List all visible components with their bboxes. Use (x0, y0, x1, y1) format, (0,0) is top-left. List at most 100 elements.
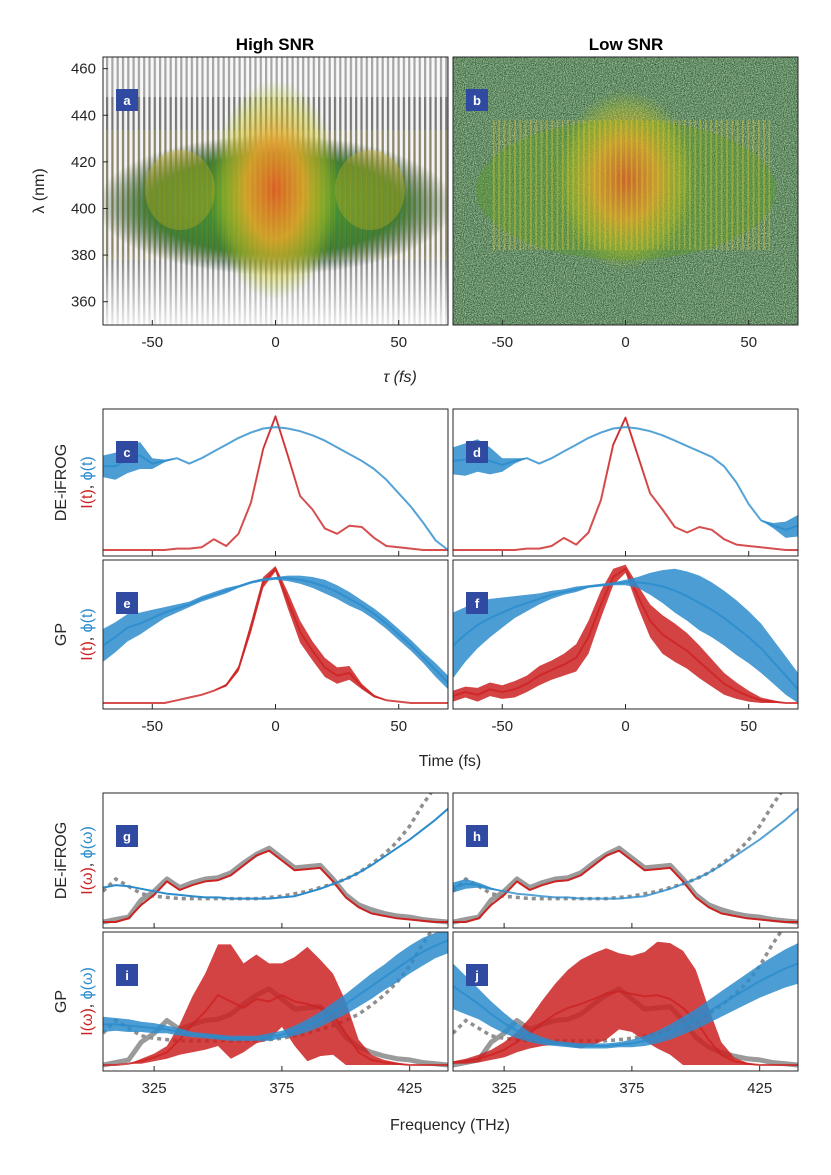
heat-yticklabel-1: 380 (71, 247, 96, 264)
band-j-0 (453, 941, 798, 1065)
frame-i (102, 931, 449, 1072)
panel-j (453, 932, 798, 1068)
ylabel-blue-freq-1: ϕ(ω) (79, 967, 96, 999)
measured-phase-g (103, 793, 433, 901)
x-f-ticklabel-1: 0 (621, 718, 629, 735)
x-e-ticklabel-0: -50 (141, 718, 163, 735)
series-e-1 (103, 577, 448, 684)
badge-b-letter: b (473, 93, 481, 108)
frame-g (102, 792, 449, 929)
panel-f (453, 564, 798, 704)
rowlabel-freq-0: DE-iFROG (53, 822, 70, 899)
xlabel-time: Time (fs) (419, 753, 482, 770)
rowlabel-time-0: DE-iFROG (53, 444, 70, 521)
heat-xlabel: τ (fs) (383, 369, 417, 386)
panel-d (453, 416, 798, 551)
panel-d-plot (453, 416, 798, 551)
badge-e-letter: e (123, 596, 130, 611)
ylabel-sep-time-0: , (79, 480, 96, 489)
badge-i-letter: i (125, 968, 129, 983)
ylabel-sep-freq-1: , (79, 999, 96, 1008)
panel-e-plot (103, 566, 448, 704)
band-c-0 (103, 415, 448, 550)
band-d-1 (453, 427, 798, 538)
series-c-0 (103, 415, 448, 551)
x-e-ticklabel-1: 0 (271, 718, 279, 735)
badge-i-bg (116, 964, 138, 986)
heat-ylabel: λ (nm) (31, 168, 48, 213)
heat-a-x-ticklabel-2: 50 (390, 334, 407, 351)
ylabel-red-time-1: I(t) (79, 641, 96, 661)
panel-c-plot (103, 415, 448, 551)
frame-d (452, 408, 799, 557)
series-g-0 (103, 849, 448, 923)
series-i-1 (103, 939, 448, 1040)
ylabel-red-time-0: I(t) (79, 489, 96, 509)
ylabel-freq-0: I(ω), ϕ(ω) (79, 826, 96, 895)
series-f-1 (453, 581, 798, 690)
series-j-0 (453, 990, 798, 1066)
panel-i-plot (103, 932, 448, 1068)
badge-d-bg (466, 441, 488, 463)
series-h-0 (453, 849, 798, 923)
badge-a-letter: a (123, 93, 131, 108)
x-j-ticklabel-2: 425 (747, 1080, 772, 1097)
band-d-0 (453, 416, 798, 550)
ylabel-red-freq-0: I(ω) (79, 867, 96, 895)
heat-b-x-ticklabel-0: -50 (491, 334, 513, 351)
badge-g-bg (116, 825, 138, 847)
badge-f-letter: f (475, 596, 480, 611)
x-f-ticklabel-2: 50 (740, 718, 757, 735)
panel-f-plot (453, 564, 798, 704)
ylabel-sep-time-1: , (79, 632, 96, 641)
badge-e-bg (116, 592, 138, 614)
x-i-ticklabel-0: 325 (142, 1080, 167, 1097)
heat-yticklabel-0: 360 (71, 294, 96, 311)
badge-a-bg (116, 89, 138, 111)
ylabel-blue-freq-0: ϕ(ω) (79, 826, 96, 858)
x-i-ticklabel-1: 375 (269, 1080, 294, 1097)
heat-b-x-ticklabel-2: 50 (740, 334, 757, 351)
panel-h-plot (453, 793, 798, 925)
badge-h-letter: h (473, 829, 481, 844)
panel-g (103, 793, 448, 925)
ylabel-red-freq-1: I(ω) (79, 1008, 96, 1036)
series-e-0 (103, 567, 448, 704)
series-i-0 (103, 994, 448, 1066)
heat-yticklabel-4: 440 (71, 107, 96, 124)
band-f-1 (453, 568, 798, 703)
badge-b-bg (466, 89, 488, 111)
series-j-1 (453, 962, 798, 1047)
x-i-ticklabel-2: 425 (397, 1080, 422, 1097)
heat-a-x-ticklabel-0: -50 (141, 334, 163, 351)
badge-j-bg (466, 964, 488, 986)
badge-h-bg (466, 825, 488, 847)
series-d-0 (453, 416, 798, 551)
ylabel-blue-time-1: ϕ(t) (79, 608, 96, 632)
measured-phase-h (453, 793, 783, 901)
frame-c (102, 408, 449, 557)
panel-j-plot (453, 932, 798, 1068)
x-j-ticklabel-0: 325 (492, 1080, 517, 1097)
heatmap-panel-b (453, 57, 798, 325)
series-d-1 (453, 426, 798, 531)
measured-phase-i (103, 932, 433, 1043)
badge-j-letter: j (474, 968, 479, 983)
rowlabel-freq-1: GP (53, 990, 70, 1013)
col-title-low-snr: Low SNR (589, 35, 664, 54)
band-j-1 (453, 943, 798, 1049)
ylabel-blue-time-0: ϕ(t) (79, 456, 96, 480)
ylabel-freq-1: I(ω), ϕ(ω) (79, 967, 96, 1036)
heatmap-panel-a (103, 57, 448, 325)
measured-spectrum-h (453, 845, 798, 925)
badge-d-letter: d (473, 445, 481, 460)
col-title-high-snr: High SNR (236, 35, 314, 54)
heat-yticklabel-2: 400 (71, 200, 96, 217)
frame-h (452, 792, 799, 929)
x-e-ticklabel-2: 50 (390, 718, 407, 735)
badge-g-letter: g (123, 829, 131, 844)
panel-c (103, 415, 448, 551)
frame-j (452, 931, 799, 1072)
ylabel-time-0: I(t), ϕ(t) (79, 456, 96, 509)
